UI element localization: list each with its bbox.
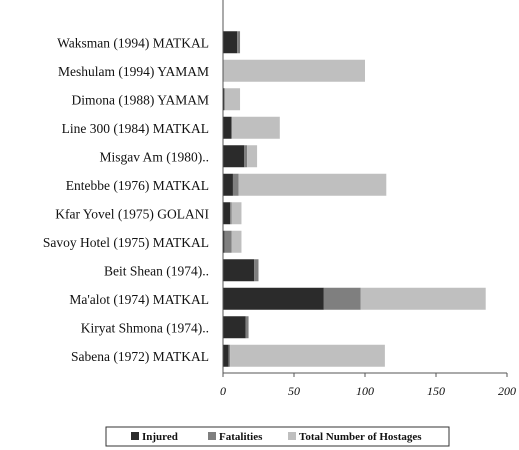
category-label: Waksman (1994) MATKAL: [57, 35, 209, 50]
legend-label-injured: Injured: [142, 431, 178, 443]
legend-swatch-total-number-of-hostages: [288, 432, 296, 440]
category-labels: Waksman (1994) MATKAL Meshulam (1994) YAM…: [43, 35, 210, 364]
category-label: Dimona (1988) YAMAM: [72, 92, 210, 107]
category-label: Misgav Am (1980)..: [100, 149, 210, 164]
bar-fatalities: [224, 230, 232, 253]
bar-injured: [223, 344, 229, 367]
legend-label-total-number-of-hostages: Total Number of Hostages: [299, 431, 422, 443]
bar-fatalities: [228, 344, 231, 367]
legend-label-fatalities: Fatalities: [219, 431, 263, 443]
category-label: Ma'alot (1974) MATKAL: [69, 292, 209, 307]
x-tick-label: 150: [427, 384, 445, 398]
bar-injured: [223, 116, 232, 139]
bar-total-number-of-hostages: [224, 88, 241, 111]
bars-layer: [223, 31, 486, 367]
bar-total-number-of-hostages: [223, 59, 365, 82]
legend: Injured Fatalities Total Number of Hostage…: [105, 426, 450, 447]
bar-injured: [223, 31, 238, 54]
bar-total-number-of-hostages: [230, 344, 385, 367]
category-label: Kfar Yovel (1975) GOLANI: [55, 206, 209, 221]
legend-box: [105, 426, 450, 447]
bar-total-number-of-hostages: [238, 173, 387, 196]
bar-fatalities: [232, 173, 239, 196]
category-label: Line 300 (1984) MATKAL: [62, 121, 209, 136]
category-label: Beit Shean (1974)..: [104, 263, 209, 278]
bar-injured: [223, 145, 245, 168]
bar-total-number-of-hostages: [247, 145, 258, 168]
category-label: Savoy Hotel (1975) MATKAL: [43, 235, 209, 250]
bar-fatalities: [244, 145, 248, 168]
bar-injured: [223, 259, 255, 282]
x-tick-label: 200: [498, 384, 516, 398]
bar-fatalities: [230, 202, 232, 225]
bar-injured: [223, 230, 225, 253]
x-tick-label: 50: [288, 384, 300, 398]
category-label: Meshulam (1994) YAMAM: [58, 64, 209, 79]
category-label: Sabena (1972) MATKAL: [71, 349, 209, 364]
legend-swatch-fatalities: [208, 432, 216, 440]
x-tick-label: 100: [356, 384, 374, 398]
legend-swatch-injured: [131, 432, 139, 440]
category-label: Kiryat Shmona (1974)..: [81, 320, 209, 335]
bar-injured: [223, 287, 324, 310]
bar-total-number-of-hostages: [231, 116, 280, 139]
x-tick-label: 0: [220, 384, 226, 398]
bar-injured: [223, 202, 231, 225]
bar-injured: [223, 173, 233, 196]
bar-fatalities: [237, 31, 241, 54]
bar-total-number-of-hostages: [231, 202, 242, 225]
bar-injured: [223, 316, 246, 339]
x-axis-ticks: 0 50 100 150 200: [220, 373, 516, 398]
category-label: Entebbe (1976) MATKAL: [66, 178, 209, 193]
bar-fatalities: [323, 287, 361, 310]
bar-fatalities: [254, 259, 259, 282]
bar-total-number-of-hostages: [360, 287, 486, 310]
bar-fatalities: [245, 316, 249, 339]
bar-total-number-of-hostages: [231, 230, 242, 253]
bar-injured: [223, 88, 225, 111]
